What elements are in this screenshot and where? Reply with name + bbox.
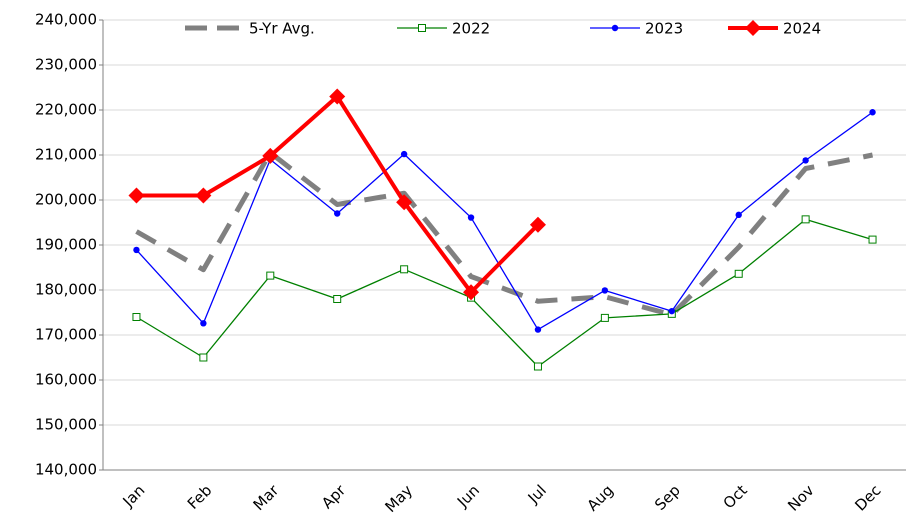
y-tick-label: 150,000	[35, 416, 97, 434]
y-tick-label: 240,000	[35, 11, 97, 29]
marker	[195, 187, 212, 204]
legend-label: 2024	[783, 20, 821, 38]
x-tick-label: Mar	[250, 481, 283, 514]
marker	[600, 313, 609, 322]
marker	[266, 271, 275, 280]
legend-marker	[745, 20, 761, 36]
series-line	[135, 150, 874, 318]
x-tick-label: Nov	[784, 481, 818, 515]
marker	[467, 214, 475, 221]
y-tick-label: 220,000	[35, 101, 97, 119]
legend-item: 2023	[590, 20, 683, 38]
x-tick-label: Feb	[184, 481, 216, 513]
marker	[735, 211, 742, 219]
legend-label: 5-Yr Avg.	[249, 20, 315, 38]
legend-label: 2022	[452, 20, 490, 38]
marker	[334, 210, 341, 217]
y-tick-label: 170,000	[35, 326, 97, 344]
y-tick-label: 180,000	[35, 281, 97, 299]
marker	[396, 194, 413, 211]
x-tick-label: Aug	[583, 481, 616, 514]
marker	[529, 216, 546, 233]
legend-marker	[418, 24, 426, 32]
marker	[128, 187, 145, 204]
y-tick-label: 190,000	[35, 236, 97, 254]
series	[132, 215, 877, 371]
marker	[200, 320, 207, 327]
x-tick-label: Oct	[720, 481, 751, 512]
y-tick-label: 210,000	[35, 146, 97, 164]
marker	[868, 235, 877, 244]
marker	[668, 307, 675, 315]
x-tick-label: Dec	[851, 481, 884, 514]
marker	[734, 269, 743, 278]
y-tick-label: 140,000	[35, 461, 97, 479]
series	[128, 88, 546, 301]
legend-marker	[611, 24, 619, 32]
marker	[802, 157, 809, 164]
marker	[533, 362, 542, 371]
marker	[601, 287, 609, 294]
marker	[132, 313, 141, 321]
x-tick-label: Jan	[119, 481, 149, 511]
legend-label: 2023	[645, 20, 683, 38]
legend-item: 2022	[397, 20, 490, 38]
marker	[199, 353, 208, 362]
y-tick-label: 160,000	[35, 371, 97, 389]
marker	[333, 295, 342, 303]
y-tick-label: 230,000	[35, 56, 97, 74]
series-line	[136, 218, 873, 368]
marker	[801, 215, 810, 224]
marker	[534, 326, 542, 333]
series	[135, 150, 874, 318]
marker	[133, 246, 140, 254]
x-tick-label: May	[381, 481, 416, 516]
marker	[463, 284, 480, 301]
marker	[400, 265, 409, 274]
legend-item: 5-Yr Avg.	[185, 20, 315, 38]
marker	[869, 109, 876, 116]
x-tick-label: Jun	[453, 481, 483, 511]
legend-item: 2024	[728, 20, 821, 38]
x-tick-label: Jul	[524, 481, 550, 507]
series-line	[135, 111, 873, 331]
marker	[400, 150, 408, 158]
marker	[329, 88, 346, 105]
y-tick-label: 200,000	[35, 191, 97, 209]
series	[133, 109, 876, 333]
marker	[262, 147, 279, 164]
x-tick-label: Sep	[651, 481, 684, 514]
x-tick-label: Apr	[318, 481, 350, 513]
